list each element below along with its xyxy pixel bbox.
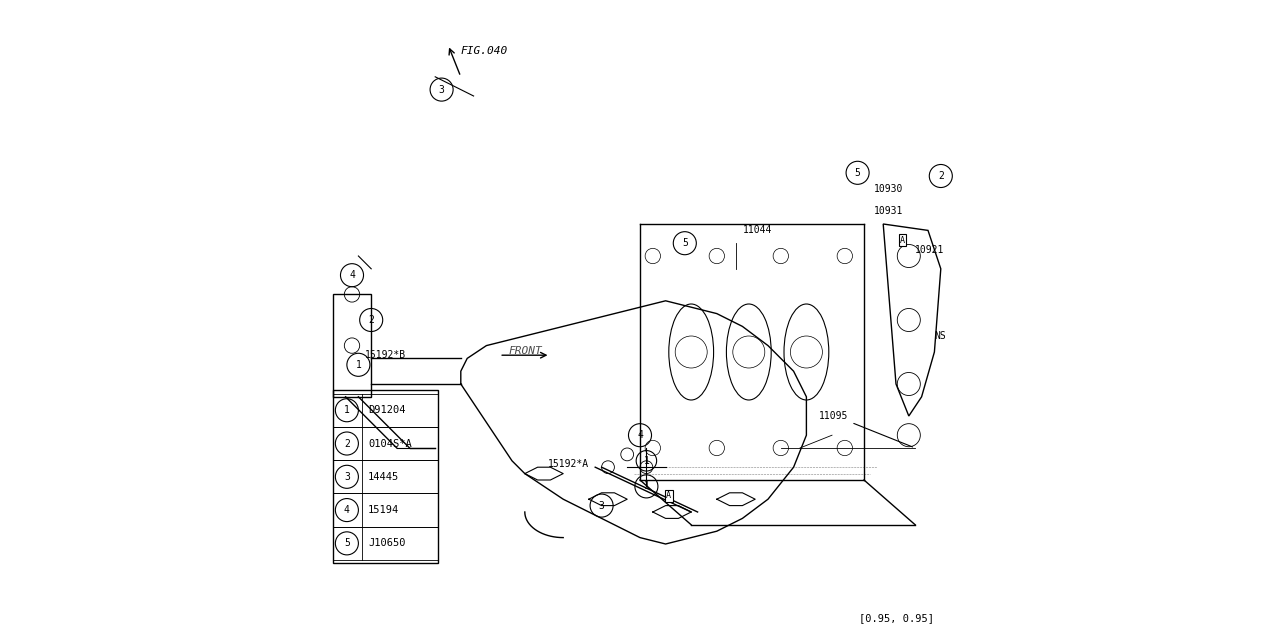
Text: 1: 1 (356, 360, 361, 370)
Bar (333, 390, 438, 563)
Text: 3: 3 (344, 472, 349, 482)
Text: [0.95, 0.95]: [0.95, 0.95] (859, 612, 934, 623)
Text: 11095: 11095 (819, 411, 849, 421)
Text: 10930: 10930 (874, 184, 902, 194)
Text: 5: 5 (855, 168, 860, 178)
Text: 5: 5 (682, 238, 687, 248)
Bar (333, 493, 438, 527)
Text: A: A (900, 236, 905, 244)
Text: 3: 3 (439, 84, 444, 95)
Text: 4: 4 (637, 430, 643, 440)
Text: 3: 3 (599, 500, 604, 511)
Text: FRONT: FRONT (508, 346, 543, 356)
Text: 11044: 11044 (742, 225, 772, 236)
Bar (333, 527, 438, 560)
Text: 4: 4 (344, 505, 349, 515)
Text: J10650: J10650 (369, 538, 406, 548)
Bar (333, 427, 438, 460)
Text: 2: 2 (938, 171, 943, 181)
Text: A: A (667, 492, 671, 500)
Text: NS: NS (934, 331, 946, 341)
Text: 5: 5 (344, 538, 349, 548)
Text: 2: 2 (344, 438, 349, 449)
Text: D91204: D91204 (369, 405, 406, 415)
Bar (333, 394, 438, 427)
Text: 0104S*A: 0104S*A (369, 438, 412, 449)
Text: 10921: 10921 (915, 244, 945, 255)
Text: 14445: 14445 (369, 472, 399, 482)
Text: 15192*A: 15192*A (548, 459, 589, 469)
Text: FIG.040: FIG.040 (461, 46, 508, 56)
Text: 10931: 10931 (874, 206, 902, 216)
Text: 1: 1 (644, 481, 649, 492)
Text: 4: 4 (349, 270, 355, 280)
Text: 1: 1 (644, 456, 649, 466)
Text: 15192*B: 15192*B (365, 350, 406, 360)
Text: 1: 1 (344, 405, 349, 415)
Text: 15194: 15194 (369, 505, 399, 515)
Bar (333, 460, 438, 493)
Text: 2: 2 (369, 315, 374, 325)
